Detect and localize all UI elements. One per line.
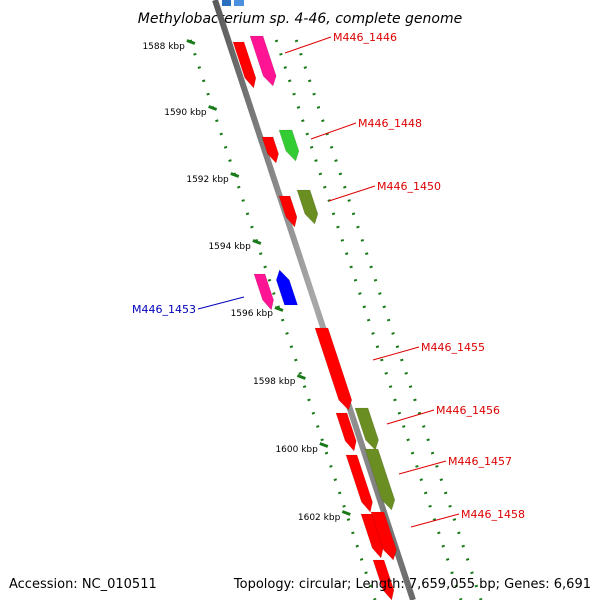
leader-line [410, 513, 460, 528]
gene-feature [372, 559, 395, 600]
genome-backbone [212, 0, 416, 600]
tick-label: 1600 kbp [275, 445, 318, 455]
tick-mark [230, 172, 240, 178]
gene-m446-1446 [249, 35, 277, 87]
leader-line [386, 409, 435, 425]
gene-label: M446_1446 [333, 31, 397, 44]
kbp-ticks: 1588 kbp 1590 kbp 1592 kbp 1594 kbp 1596 kbp… [142, 39, 351, 523]
gene-labels: M446_1446 M446_1448 M446_1450 M446_1453 M446… [132, 31, 525, 528]
gene-label: M446_1455 [421, 341, 485, 354]
gene-feature [232, 41, 257, 89]
tick-mark [341, 510, 351, 516]
tick-label: 1588 kbp [142, 42, 185, 52]
tick-label: 1592 kbp [186, 175, 229, 185]
gene-label: M446_1448 [358, 117, 422, 130]
genome-info-text: Topology: circular; Length: 7,659,055 bp… [233, 577, 591, 592]
tick-mark [252, 239, 262, 245]
track-line [274, 39, 463, 600]
gene-m446-1457 [364, 448, 396, 511]
leader-line [310, 122, 357, 140]
leader-line [284, 36, 332, 54]
gene-label: M446_1453 [132, 303, 196, 316]
leader-line [398, 460, 447, 475]
leader-line [328, 185, 376, 202]
gene-feature [261, 136, 279, 164]
gene-feature [278, 195, 298, 228]
tick-mark [274, 306, 284, 312]
map-title: Methylobacterium sp. 4-46, complete geno… [138, 11, 462, 27]
gene-feature [253, 273, 274, 311]
tick-mark [319, 442, 329, 448]
gene-features [232, 35, 397, 600]
accession-text: Accession: NC_010511 [9, 577, 157, 592]
tick-label: 1594 kbp [208, 242, 251, 252]
gene-m446-1458 [370, 511, 397, 561]
gene-label: M446_1458 [461, 508, 525, 521]
gene-feature [345, 454, 373, 513]
tick-mark [186, 39, 196, 45]
leader-line [197, 296, 245, 310]
gene-label: M446_1456 [436, 404, 500, 417]
gene-feature [335, 412, 357, 452]
tick-label: 1602 kbp [298, 513, 341, 523]
gene-m446-1453 [275, 269, 298, 306]
gene-feature [360, 513, 384, 559]
gene-label: M446_1450 [377, 180, 441, 193]
partial-feature [222, 0, 231, 6]
partial-feature [234, 0, 244, 6]
tick-mark [296, 374, 306, 380]
gene-m446-1456 [354, 407, 379, 451]
tick-mark [208, 105, 218, 111]
backbone-line [212, 0, 416, 600]
tick-label: 1590 kbp [164, 108, 207, 118]
tick-label: 1596 kbp [231, 309, 274, 319]
tick-label: 1598 kbp [253, 377, 296, 387]
gene-m446-1455 [314, 327, 353, 411]
leader-line [372, 346, 420, 361]
gene-label: M446_1457 [448, 455, 512, 468]
gene-m446-1450 [296, 189, 319, 225]
track-line [188, 39, 377, 600]
gene-m446-1448 [278, 129, 300, 162]
